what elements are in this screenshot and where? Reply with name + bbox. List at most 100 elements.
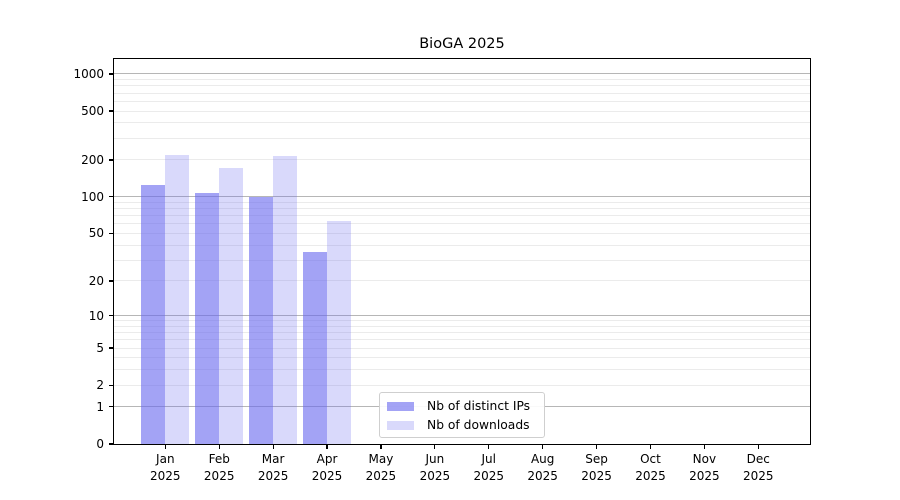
y-gridline-minor-800 (113, 85, 811, 87)
x-tick-month: Jan (156, 452, 175, 466)
x-tick-sep (595, 444, 598, 449)
x-tick-jul (488, 444, 490, 449)
y-gridline-minor-2 (113, 384, 811, 386)
y-tick-100 (108, 196, 113, 198)
nb-of-downloads-bar-feb (219, 167, 244, 444)
y-tick-label-0: 0 (96, 437, 104, 451)
nb-of-distinct-ips-bar-apr (302, 252, 328, 444)
x-tick-year: 2025 (311, 468, 343, 483)
y-tick-50 (108, 232, 113, 234)
y-tick-0 (108, 443, 113, 445)
x-tick-nov (703, 444, 705, 449)
nb-of-downloads-bar-jan (165, 155, 190, 444)
x-tick-feb (218, 444, 220, 449)
legend-label-downloads: Nb of downloads (427, 418, 530, 432)
y-gridline-minor-400 (113, 122, 811, 124)
legend: Nb of distinct IPs Nb of downloads (379, 392, 545, 438)
x-tick-year: 2025 (419, 468, 451, 483)
y-gridline-minor-60 (113, 223, 811, 225)
x-tick-label-aug: Aug 2025 (515, 451, 571, 484)
y-gridline-major-1000 (113, 73, 811, 75)
nb-of-downloads-bar-mar (273, 156, 298, 444)
y-tick-500 (108, 110, 113, 112)
y-gridline-major-100 (113, 196, 811, 198)
x-tick-year: 2025 (689, 468, 720, 483)
y-tick-label-100: 100 (81, 189, 104, 204)
x-tick-label-feb: Feb 2025 (191, 451, 247, 484)
x-tick-month: Apr (316, 452, 338, 466)
y-gridline-minor-7 (113, 332, 811, 334)
nb-of-distinct-ips-bar-feb (195, 193, 220, 444)
y-gridline-minor-80 (113, 208, 811, 210)
y-gridline-minor-300 (113, 137, 811, 139)
x-tick-label-may: May 2025 (353, 451, 409, 484)
x-tick-month: Sep (585, 452, 608, 466)
x-tick-month: Feb (208, 452, 230, 466)
y-gridline-minor-9 (113, 320, 811, 322)
x-tick-year: 2025 (581, 468, 612, 483)
chart-title: BioGA 2025 (419, 36, 505, 52)
x-tick-year: 2025 (203, 468, 235, 483)
x-tick-month: Dec (746, 452, 770, 466)
x-tick-month: Mar (261, 452, 285, 466)
y-gridline-minor-3 (113, 369, 811, 371)
x-tick-year: 2025 (743, 468, 774, 483)
y-tick-label-5: 5 (96, 341, 104, 356)
x-tick-jan (164, 444, 166, 449)
y-tick-label-500: 500 (81, 104, 104, 119)
legend-item-distinct-ips: Nb of distinct IPs (387, 397, 530, 415)
x-tick-oct (649, 444, 652, 449)
x-tick-label-nov: Nov 2025 (676, 451, 732, 484)
x-tick-mar (272, 444, 274, 449)
y-gridline-minor-500 (113, 110, 811, 112)
y-gridline-minor-40 (113, 244, 811, 246)
y-gridline-minor-6 (113, 339, 811, 341)
y-tick-10 (108, 314, 113, 317)
x-tick-label-apr: Apr 2025 (299, 451, 355, 484)
y-tick-label-10: 10 (88, 308, 104, 323)
x-tick-year: 2025 (150, 468, 181, 483)
x-tick-year: 2025 (473, 468, 505, 483)
plot-frame (113, 58, 811, 445)
x-tick-year: 2025 (635, 468, 666, 483)
x-tick-may (380, 444, 382, 449)
x-tick-label-jun: Jun 2025 (407, 451, 463, 484)
x-tick-month: Aug (530, 452, 555, 466)
y-gridline-minor-700 (113, 92, 811, 94)
x-tick-year: 2025 (365, 468, 397, 483)
y-gridline-minor-900 (113, 79, 811, 81)
y-tick-2 (108, 384, 113, 386)
x-tick-dec (757, 444, 759, 449)
y-gridline-minor-5 (113, 347, 811, 349)
legend-label-distinct-ips: Nb of distinct IPs (427, 399, 531, 413)
nb-of-distinct-ips-bar-jan (141, 184, 166, 444)
x-tick-year: 2025 (257, 468, 289, 483)
x-tick-aug (542, 444, 544, 449)
y-tick-label-1000: 1000 (73, 66, 104, 81)
distinct-ips-legend-swatch (387, 401, 414, 411)
x-tick-month: Jun (425, 452, 445, 466)
y-gridline-minor-4 (113, 357, 811, 359)
x-tick-month: Nov (692, 452, 717, 466)
x-tick-month: May (368, 452, 394, 466)
y-gridline-minor-30 (113, 259, 811, 261)
x-tick-label-jul: Jul 2025 (461, 451, 517, 484)
y-gridline-minor-70 (113, 215, 811, 217)
x-tick-month: Oct (640, 452, 661, 466)
y-tick-label-20: 20 (88, 273, 104, 288)
x-tick-month: Jul (481, 452, 496, 466)
y-tick-label-200: 200 (81, 152, 104, 167)
y-tick-5 (108, 347, 113, 349)
y-tick-1 (108, 406, 113, 408)
y-gridline-minor-8 (113, 325, 811, 327)
legend-item-downloads: Nb of downloads (387, 416, 530, 434)
y-gridline-minor-20 (113, 280, 811, 282)
y-tick-1000 (108, 73, 113, 75)
y-gridline-minor-50 (113, 232, 811, 234)
nb-of-distinct-ips-bar-mar (248, 196, 274, 444)
y-tick-label-1: 1 (96, 399, 104, 414)
